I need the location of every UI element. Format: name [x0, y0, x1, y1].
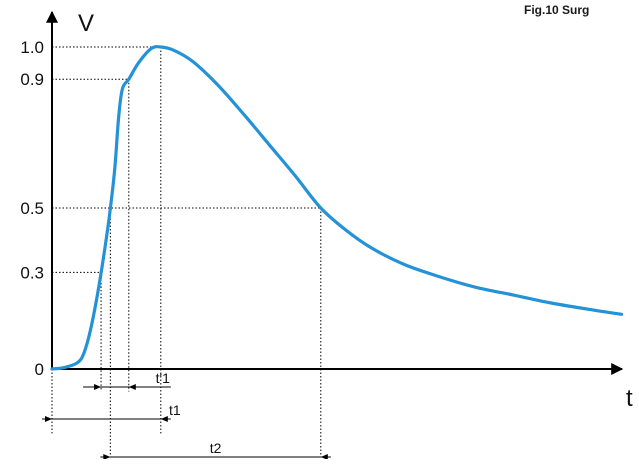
y-tick-label: 0.5: [20, 199, 44, 218]
chart-title: Fig.10 Surg: [524, 3, 590, 17]
dimension-label: t'1: [156, 370, 171, 386]
tick-labels: 0 0.3 0.5 0.9 1.0: [20, 38, 44, 379]
dimension-arrow-icon: [128, 384, 136, 390]
y-tick-label: 0: [35, 360, 44, 379]
series-line-surge: [50, 45, 624, 371]
guide-lines: [51, 46, 322, 456]
series-layer: [50, 45, 624, 371]
dimension-arrow-icon: [45, 416, 52, 422]
y-tick-label: 1.0: [20, 38, 44, 57]
x-axis-label: t: [626, 385, 633, 412]
y-tick-label: 0.9: [20, 70, 44, 89]
annotations: t'1 t1 t2: [42, 370, 331, 460]
dimension-label: t2: [210, 440, 222, 456]
axes: Vt: [46, 10, 633, 412]
y-tick-label: 0.3: [20, 263, 44, 282]
dimension-label: t1: [169, 402, 181, 418]
dimension-arrow-icon: [94, 384, 102, 390]
dimension-arrow-icon: [160, 416, 168, 422]
y-axis-label: V: [78, 10, 94, 37]
